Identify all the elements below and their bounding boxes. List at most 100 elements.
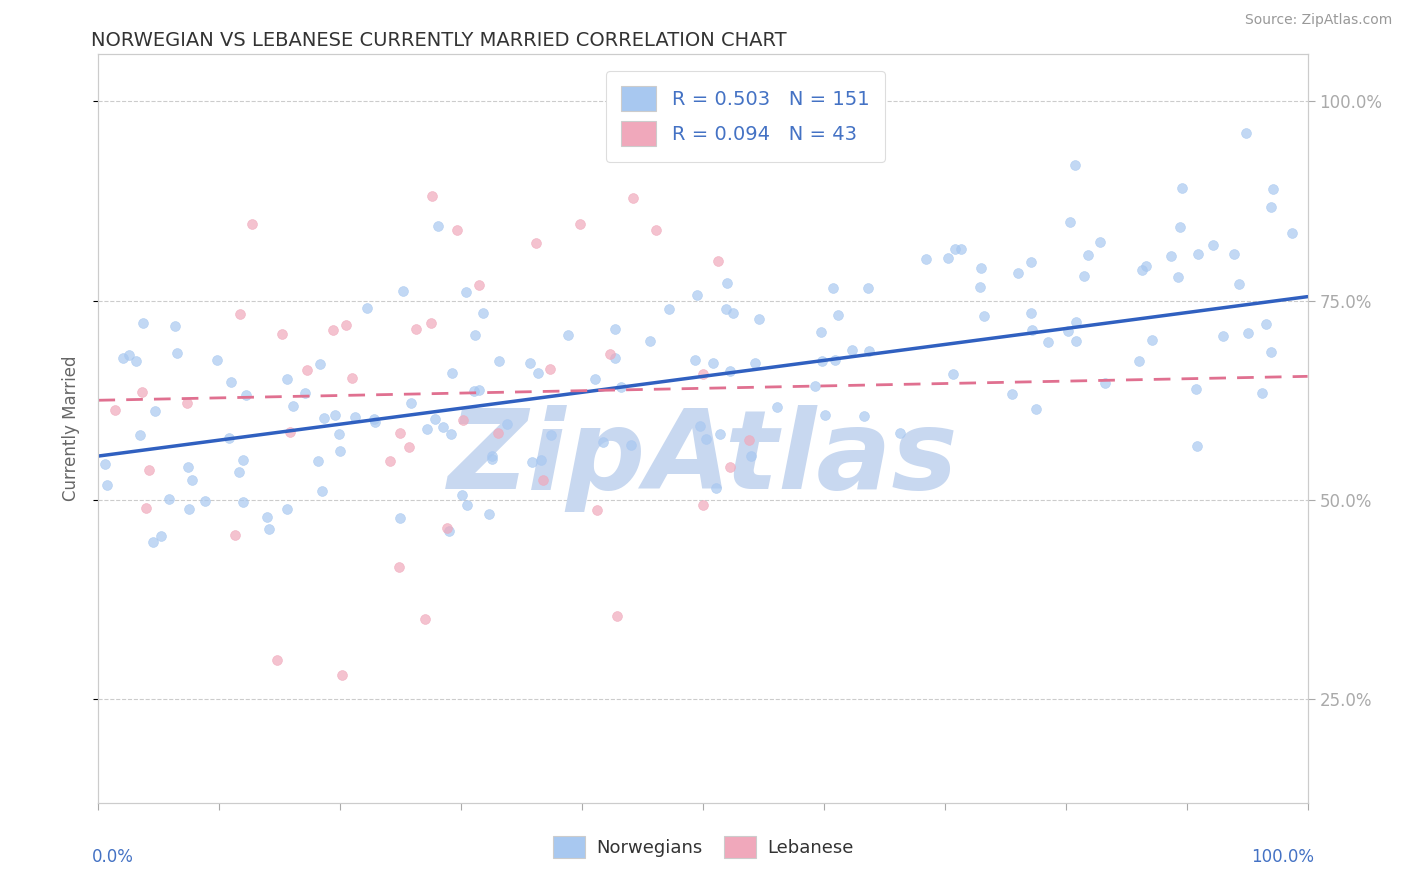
Point xyxy=(706,254,728,268)
Point xyxy=(605,322,627,336)
Point xyxy=(531,474,554,488)
Point xyxy=(143,404,166,418)
Point xyxy=(427,219,450,233)
Point xyxy=(1019,255,1042,269)
Text: 0.0%: 0.0% xyxy=(93,847,134,866)
Point xyxy=(405,322,427,336)
Point xyxy=(311,484,333,499)
Point xyxy=(221,376,243,390)
Point xyxy=(166,346,188,360)
Point xyxy=(96,478,118,492)
Point xyxy=(132,316,155,330)
Point xyxy=(420,189,443,203)
Point xyxy=(695,432,717,446)
Point xyxy=(1254,317,1277,331)
Point xyxy=(1135,259,1157,273)
Point xyxy=(129,428,152,442)
Point xyxy=(495,417,517,431)
Point xyxy=(232,452,254,467)
Point xyxy=(266,653,288,667)
Point xyxy=(425,411,447,425)
Point xyxy=(340,371,363,385)
Point xyxy=(118,348,141,362)
Point xyxy=(388,426,411,441)
Point xyxy=(949,242,972,256)
Point xyxy=(1227,277,1250,292)
Point xyxy=(1076,247,1098,261)
Point xyxy=(439,427,461,442)
Point xyxy=(176,396,198,410)
Point xyxy=(463,384,485,398)
Point xyxy=(464,328,486,343)
Point xyxy=(131,384,153,399)
Point xyxy=(1160,248,1182,262)
Point xyxy=(1073,268,1095,283)
Point xyxy=(468,277,491,292)
Point xyxy=(467,383,489,397)
Text: ZipAtlas: ZipAtlas xyxy=(447,405,959,512)
Point xyxy=(969,280,991,294)
Point xyxy=(218,431,240,445)
Point xyxy=(644,223,666,237)
Point xyxy=(330,667,353,681)
Point xyxy=(481,452,503,467)
Point xyxy=(766,401,789,415)
Point xyxy=(413,611,436,625)
Point xyxy=(205,352,228,367)
Point xyxy=(312,410,335,425)
Point xyxy=(378,454,401,468)
Point xyxy=(621,191,644,205)
Point xyxy=(943,243,966,257)
Text: 100.0%: 100.0% xyxy=(1250,847,1313,866)
Point xyxy=(658,301,681,316)
Point xyxy=(451,488,474,502)
Point xyxy=(824,353,846,368)
Point xyxy=(1237,326,1260,340)
Point xyxy=(1057,324,1080,338)
Point xyxy=(519,356,541,370)
Point xyxy=(432,419,454,434)
Point xyxy=(714,302,737,317)
Point xyxy=(738,433,761,447)
Point xyxy=(165,319,187,334)
Point xyxy=(810,325,832,339)
Point xyxy=(1021,323,1043,337)
Point xyxy=(1251,385,1274,400)
Point xyxy=(599,346,621,360)
Point xyxy=(440,366,463,380)
Point xyxy=(481,450,503,464)
Point xyxy=(1223,247,1246,261)
Point xyxy=(309,357,332,371)
Point xyxy=(718,459,741,474)
Point xyxy=(138,463,160,477)
Point xyxy=(1036,334,1059,349)
Point xyxy=(603,351,626,365)
Point xyxy=(1202,238,1225,252)
Point xyxy=(716,277,738,291)
Point xyxy=(1185,383,1208,397)
Point xyxy=(1281,226,1303,240)
Point xyxy=(827,308,849,322)
Point xyxy=(841,343,863,358)
Point xyxy=(721,306,744,320)
Point xyxy=(228,466,250,480)
Point xyxy=(1128,354,1150,368)
Point xyxy=(256,509,278,524)
Point xyxy=(692,367,714,381)
Point xyxy=(973,310,995,324)
Point xyxy=(257,522,280,536)
Point xyxy=(1260,200,1282,214)
Point xyxy=(1212,329,1234,343)
Point xyxy=(811,354,834,368)
Point xyxy=(524,235,547,250)
Point xyxy=(1064,334,1087,348)
Point xyxy=(685,352,707,367)
Point xyxy=(858,343,880,358)
Point xyxy=(419,316,441,330)
Point xyxy=(568,217,591,231)
Point xyxy=(1171,181,1194,195)
Point xyxy=(1059,215,1081,229)
Point xyxy=(94,457,117,471)
Point xyxy=(814,408,837,422)
Point xyxy=(364,415,387,429)
